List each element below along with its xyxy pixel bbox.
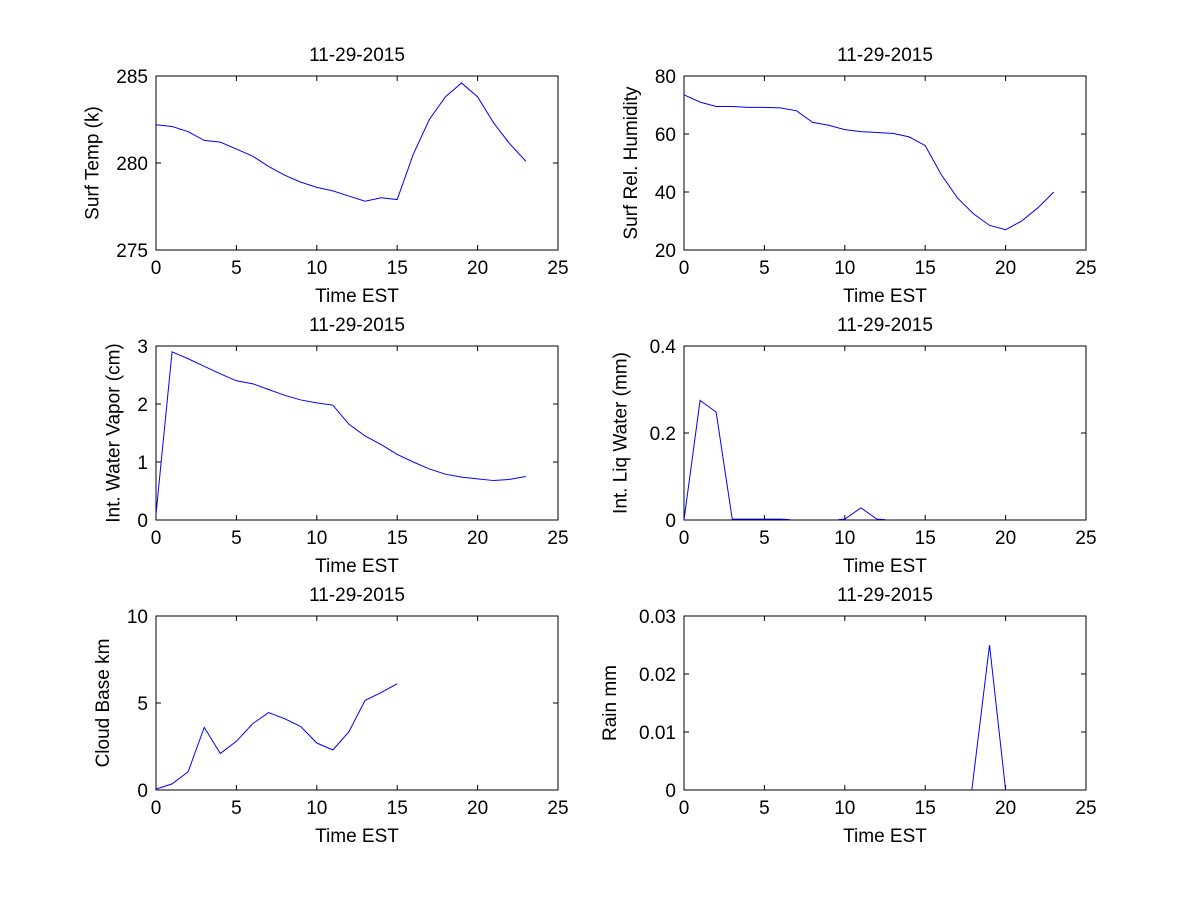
subplot-5: 0 5 10 15 20 25 0 5 10 11-29-2015 Time EST Cloud Ba… (93, 585, 569, 847)
x-axis-label: Time EST (843, 286, 927, 307)
x-tick-label: 10 (834, 258, 855, 279)
x-tick-label: 5 (759, 528, 770, 549)
series-line (155, 683, 398, 790)
x-tick-label: 10 (834, 798, 855, 819)
x-tick-label: 20 (467, 528, 488, 549)
x-tick-label: 0 (679, 258, 690, 279)
x-tick-label: 20 (995, 528, 1016, 549)
y-tick-label: 0 (665, 781, 676, 802)
x-tick-label: 25 (547, 798, 568, 819)
x-tick-label: 15 (915, 528, 936, 549)
chart-title: 11-29-2015 (837, 45, 933, 66)
y-tick-label: 80 (655, 67, 676, 88)
y-tick-label: 0 (137, 511, 148, 532)
y-tick-label: 0.01 (639, 723, 676, 744)
y-tick-label: 1 (137, 453, 148, 474)
x-tick-label: 5 (231, 528, 242, 549)
axes-box (155, 345, 559, 521)
x-tick-label: 25 (547, 258, 568, 279)
y-tick-label: 280 (116, 154, 148, 175)
y-axis-label: Rain mm (600, 665, 621, 741)
chart-title: 11-29-2015 (309, 585, 405, 606)
chart-title: 11-29-2015 (837, 585, 933, 606)
subplot-2: 0 5 10 15 20 25 20 40 60 80 11-29-2015 Time EST Surf… (621, 45, 1097, 307)
x-tick-label: 15 (387, 258, 408, 279)
x-tick-label: 20 (995, 798, 1016, 819)
y-tick-label: 0.4 (650, 337, 677, 358)
x-tick-label: 5 (231, 798, 242, 819)
axes-box (155, 75, 559, 251)
x-tick-label: 0 (151, 798, 162, 819)
x-tick-label: 15 (387, 528, 408, 549)
x-axis-label: Time EST (315, 286, 399, 307)
y-tick-label: 285 (116, 67, 148, 88)
x-tick-label: 20 (467, 798, 488, 819)
series-line (155, 351, 526, 515)
x-tick-label: 0 (151, 258, 162, 279)
subplot-3: 0 5 10 15 20 25 0 1 2 3 11-29-2015 Time EST Int. Wat… (104, 315, 569, 577)
x-tick-label: 10 (306, 258, 327, 279)
x-tick-label: 10 (834, 528, 855, 549)
x-tick-label: 10 (306, 528, 327, 549)
y-tick-label: 60 (655, 125, 676, 146)
subplot-4: 0 5 10 15 20 25 0 0.2 0.4 11-29-2015 Time EST Int. … (611, 315, 1097, 577)
x-tick-label: 0 (151, 528, 162, 549)
y-tick-label: 40 (655, 183, 676, 204)
y-tick-label: 0.2 (650, 424, 676, 445)
y-tick-label: 275 (116, 241, 148, 262)
y-tick-label: 0 (665, 511, 676, 532)
chart-title: 11-29-2015 (309, 45, 405, 66)
x-tick-label: 20 (467, 258, 488, 279)
axes-box (683, 345, 1087, 521)
series-line (971, 644, 1007, 791)
x-axis-label: Time EST (843, 826, 927, 847)
y-axis-label: Surf Temp (k) (83, 106, 104, 220)
x-tick-label: 5 (231, 258, 242, 279)
x-tick-label: 15 (387, 798, 408, 819)
y-axis-label: Surf Rel. Humidity (621, 86, 642, 240)
series-line (683, 399, 791, 521)
series-line (155, 82, 527, 202)
axes-box (683, 75, 1087, 251)
x-tick-label: 25 (1075, 528, 1096, 549)
y-tick-label: 10 (127, 607, 148, 628)
x-axis-label: Time EST (315, 556, 399, 577)
x-tick-label: 10 (306, 798, 327, 819)
x-tick-label: 15 (915, 258, 936, 279)
y-tick-label: 0.03 (639, 607, 676, 628)
axes-box (683, 615, 1087, 791)
y-tick-label: 0.02 (639, 665, 676, 686)
x-tick-label: 15 (915, 798, 936, 819)
y-axis-label: Int. Water Vapor (cm) (104, 343, 125, 522)
y-tick-label: 3 (137, 337, 148, 358)
x-tick-label: 5 (759, 798, 770, 819)
axes-box (155, 615, 559, 791)
chart-title: 11-29-2015 (837, 315, 933, 336)
y-tick-label: 20 (655, 241, 676, 262)
y-tick-label: 5 (137, 694, 148, 715)
y-tick-label: 0 (137, 781, 148, 802)
chart-title: 11-29-2015 (309, 315, 405, 336)
x-tick-label: 25 (1075, 798, 1096, 819)
x-tick-label: 5 (759, 258, 770, 279)
y-tick-label: 2 (137, 395, 148, 416)
x-axis-label: Time EST (315, 826, 399, 847)
y-axis-label: Int. Liq Water (mm) (611, 352, 632, 514)
y-axis-label: Cloud Base km (93, 639, 114, 768)
x-tick-label: 0 (679, 528, 690, 549)
series-line (683, 94, 1055, 231)
x-tick-label: 0 (679, 798, 690, 819)
x-axis-label: Time EST (843, 556, 927, 577)
x-tick-label: 25 (547, 528, 568, 549)
subplot-6: 0 5 10 15 20 25 0 0.01 0.02 0.03 11-29-2015 Time ES… (600, 585, 1097, 847)
x-tick-label: 25 (1075, 258, 1096, 279)
series-line (838, 507, 886, 521)
x-tick-label: 20 (995, 258, 1016, 279)
subplot-1: 0 5 10 15 20 25 275 280 285 11-29-2015 Time EST Sur… (83, 45, 569, 307)
